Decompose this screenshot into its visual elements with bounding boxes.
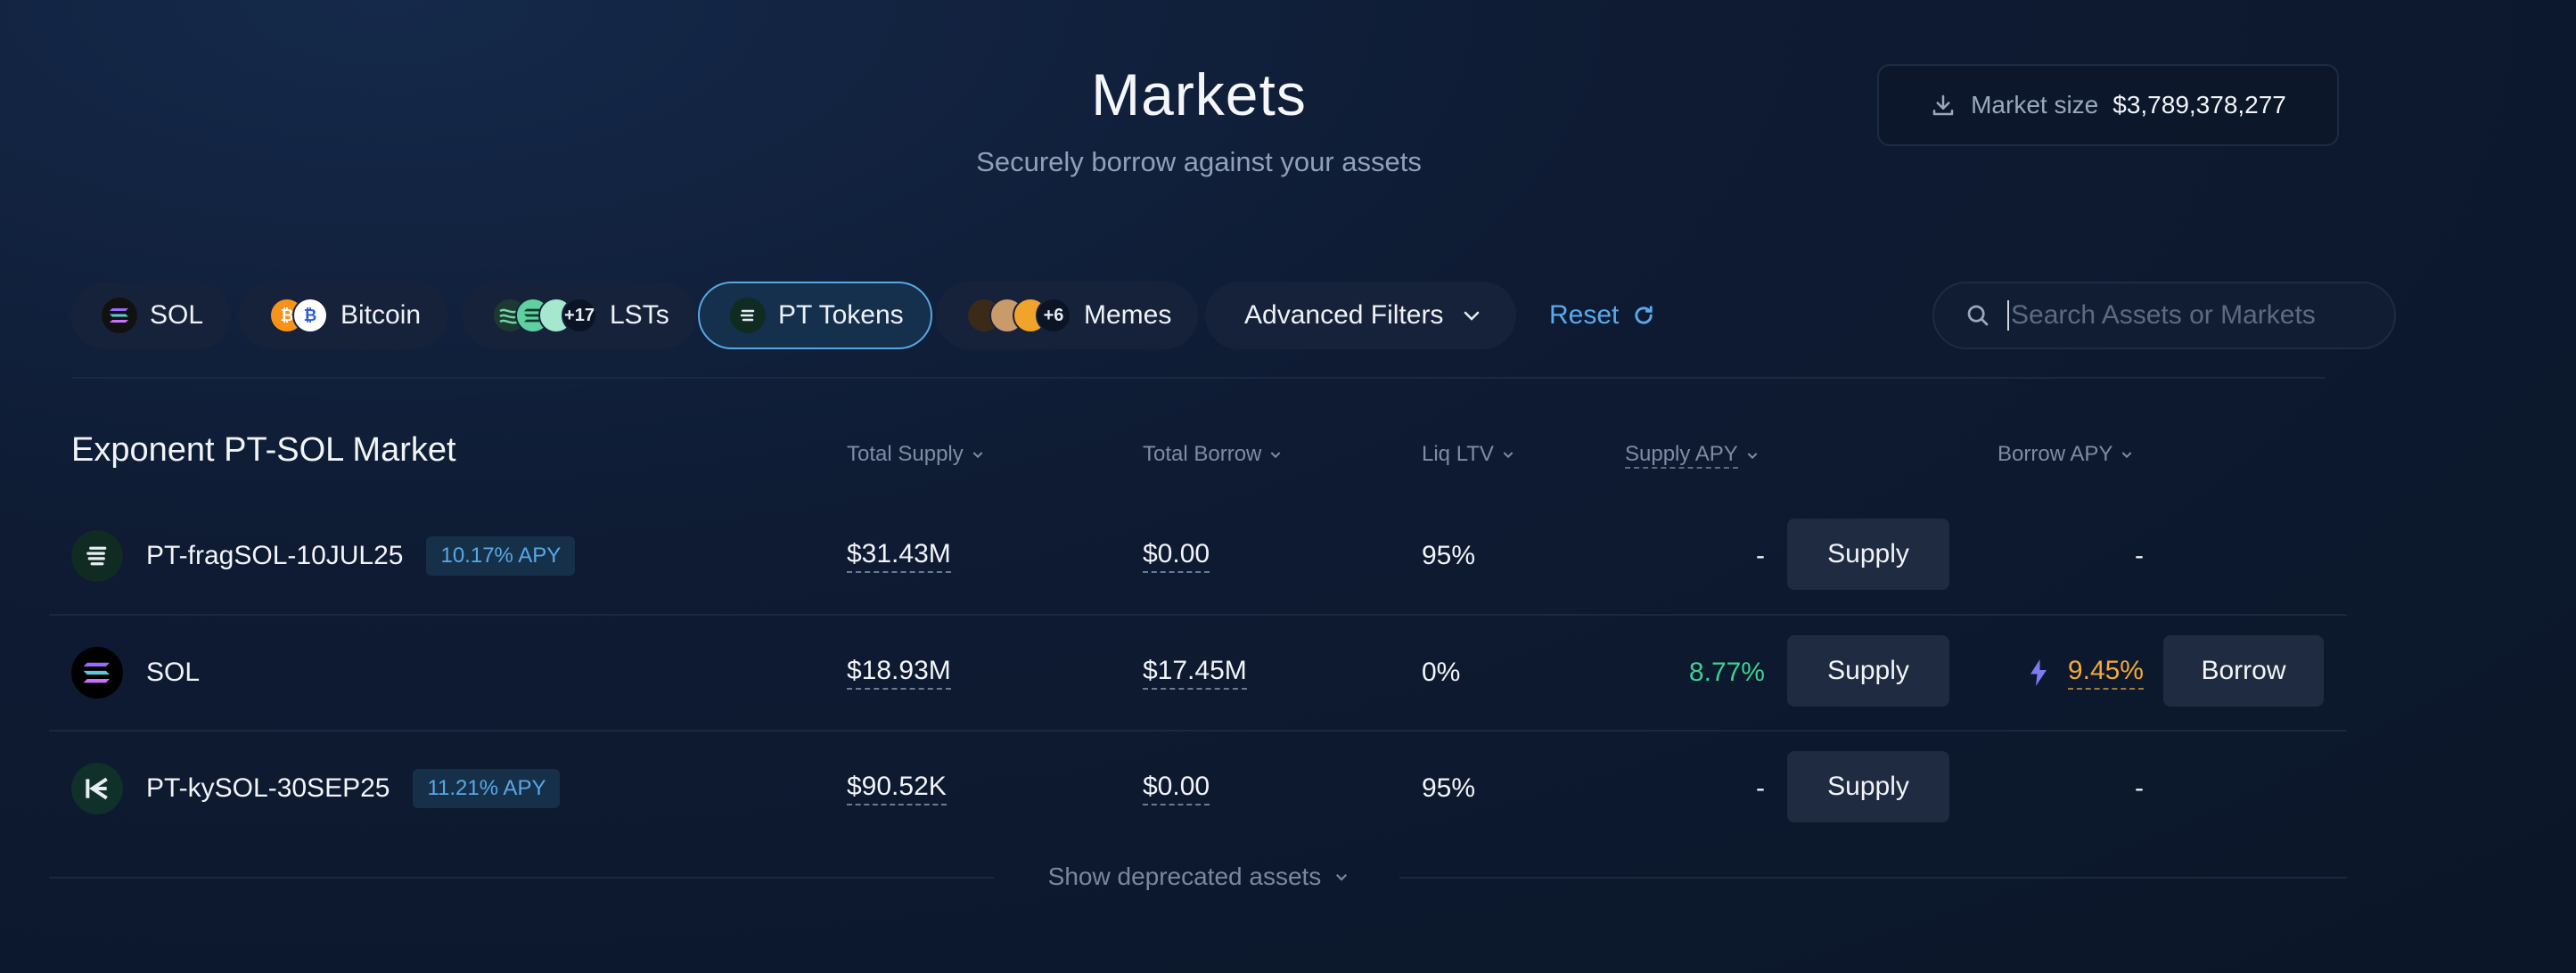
search-input[interactable]	[2007, 300, 2328, 331]
divider	[71, 377, 2325, 379]
divider	[1399, 877, 2347, 879]
column-borrow-apy[interactable]: Borrow APY	[1998, 442, 2134, 467]
table-header: Exponent PT-SOL Market Total Supply Tota…	[0, 431, 2576, 485]
total-borrow-value: $0.00	[1143, 498, 1210, 614]
filter-chip-label: PT Tokens	[778, 300, 904, 330]
liq-ltv-value: 95%	[1422, 773, 1476, 803]
column-label: Total Supply	[847, 442, 964, 466]
total-supply-value: $90.52K	[847, 731, 947, 846]
borrow-apy-value: -	[2135, 773, 2144, 803]
cbbtc-token-icon: ₿	[292, 298, 328, 333]
advanced-filters-dropdown[interactable]: Advanced Filters	[1205, 282, 1517, 349]
asset-name: SOL	[146, 658, 201, 687]
show-deprecated-toggle[interactable]: Show deprecated assets	[0, 863, 2398, 891]
column-total-supply[interactable]: Total Supply	[847, 442, 985, 467]
table-row[interactable]: PT-kySOL-30SEP25 11.21% APY $90.52K $0.0…	[49, 731, 2347, 846]
apy-badge: 11.21% APY	[413, 769, 561, 808]
meme-more-count: +6	[1036, 298, 1071, 333]
filter-chip-pt-tokens[interactable]: PT Tokens	[698, 282, 932, 349]
chevron-down-icon	[1503, 452, 1514, 459]
apy-badge: 10.17% APY	[426, 536, 576, 576]
column-supply-apy[interactable]: Supply APY	[1625, 442, 1760, 469]
search-box[interactable]	[1932, 282, 2396, 349]
borrow-apy-value: 9.45%	[2001, 615, 2144, 731]
lightning-icon	[2030, 659, 2047, 686]
page-subtitle: Securely borrow against your assets	[976, 146, 1422, 177]
chevron-down-icon	[1461, 305, 1482, 326]
row-divider	[49, 614, 2347, 616]
supply-button[interactable]: Supply	[1787, 751, 1949, 822]
total-supply-value: $18.93M	[847, 615, 951, 731]
chevron-down-icon	[972, 452, 983, 459]
liq-ltv-value: 95%	[1422, 541, 1476, 570]
column-label: Total Borrow	[1143, 442, 1262, 466]
filter-chip-sol[interactable]: SOL	[71, 282, 231, 349]
page-title: Markets	[1091, 61, 1307, 127]
filter-chip-memes[interactable]: +6 Memes	[936, 282, 1199, 349]
column-label: Liq LTV	[1422, 442, 1494, 466]
supply-apy-value: -	[1756, 541, 1765, 570]
table-row[interactable]: SOL $18.93M $17.45M 0% 8.77% Supply 9.45…	[49, 615, 2347, 731]
supply-apy-value: -	[1756, 773, 1765, 803]
chevron-down-icon	[2122, 452, 2132, 459]
borrow-apy-value: -	[2135, 541, 2144, 570]
show-deprecated-label: Show deprecated assets	[1047, 863, 1322, 890]
market-size-box[interactable]: Market size $3,789,378,277	[1877, 64, 2339, 146]
sol-token-icon	[102, 298, 137, 333]
sol-token-icon	[71, 647, 123, 699]
filter-chip-label: Memes	[1084, 300, 1172, 330]
market-size-label: Market size	[1971, 91, 2099, 119]
supply-button[interactable]: Supply	[1787, 635, 1949, 707]
asset-name: PT-fragSOL-10JUL25	[146, 541, 404, 570]
refresh-icon	[1631, 303, 1656, 328]
chevron-down-icon	[1271, 452, 1281, 459]
chevron-down-icon	[1747, 453, 1758, 460]
column-label: Supply APY	[1625, 442, 1738, 469]
download-icon[interactable]	[1930, 92, 1957, 119]
row-divider	[49, 730, 2347, 732]
market-size-value: $3,789,378,277	[2112, 91, 2286, 119]
filter-bar: SOL ₿ ₿ Bitcoin +17 LSTs PT Tokens	[71, 282, 2396, 349]
reset-button[interactable]: Reset	[1549, 282, 1656, 349]
market-title: Exponent PT-SOL Market	[71, 431, 456, 469]
column-label: Borrow APY	[1998, 442, 2113, 466]
advanced-filters-label: Advanced Filters	[1244, 300, 1444, 330]
filter-chip-lsts[interactable]: +17 LSTs	[462, 282, 696, 349]
fragsol-token-icon	[71, 530, 123, 582]
filter-chip-label: SOL	[150, 300, 204, 330]
search-icon	[1965, 302, 1991, 329]
lst-more-count: +17	[562, 298, 597, 333]
total-borrow-value: $0.00	[1143, 731, 1210, 846]
exponent-token-icon	[730, 298, 766, 333]
table-row[interactable]: PT-fragSOL-10JUL25 10.17% APY $31.43M $0…	[49, 498, 2347, 614]
supply-apy-value: 8.77%	[1688, 658, 1765, 687]
column-total-borrow[interactable]: Total Borrow	[1143, 442, 1283, 467]
divider	[49, 877, 994, 879]
asset-name: PT-kySOL-30SEP25	[146, 773, 390, 803]
total-supply-value: $31.43M	[847, 498, 951, 614]
chevron-down-icon	[1336, 873, 1348, 881]
page-header: Markets Securely borrow against your ass…	[0, 0, 2576, 214]
kysol-token-icon	[71, 763, 123, 814]
column-liq-ltv[interactable]: Liq LTV	[1422, 442, 1515, 467]
total-borrow-value: $17.45M	[1143, 615, 1247, 731]
reset-label: Reset	[1549, 300, 1620, 330]
filter-chip-label: Bitcoin	[340, 300, 422, 330]
filter-chip-label: LSTs	[610, 300, 669, 330]
filter-chip-bitcoin[interactable]: ₿ ₿ Bitcoin	[239, 282, 448, 349]
supply-button[interactable]: Supply	[1787, 519, 1949, 590]
liq-ltv-value: 0%	[1422, 658, 1461, 687]
borrow-button[interactable]: Borrow	[2163, 635, 2324, 707]
